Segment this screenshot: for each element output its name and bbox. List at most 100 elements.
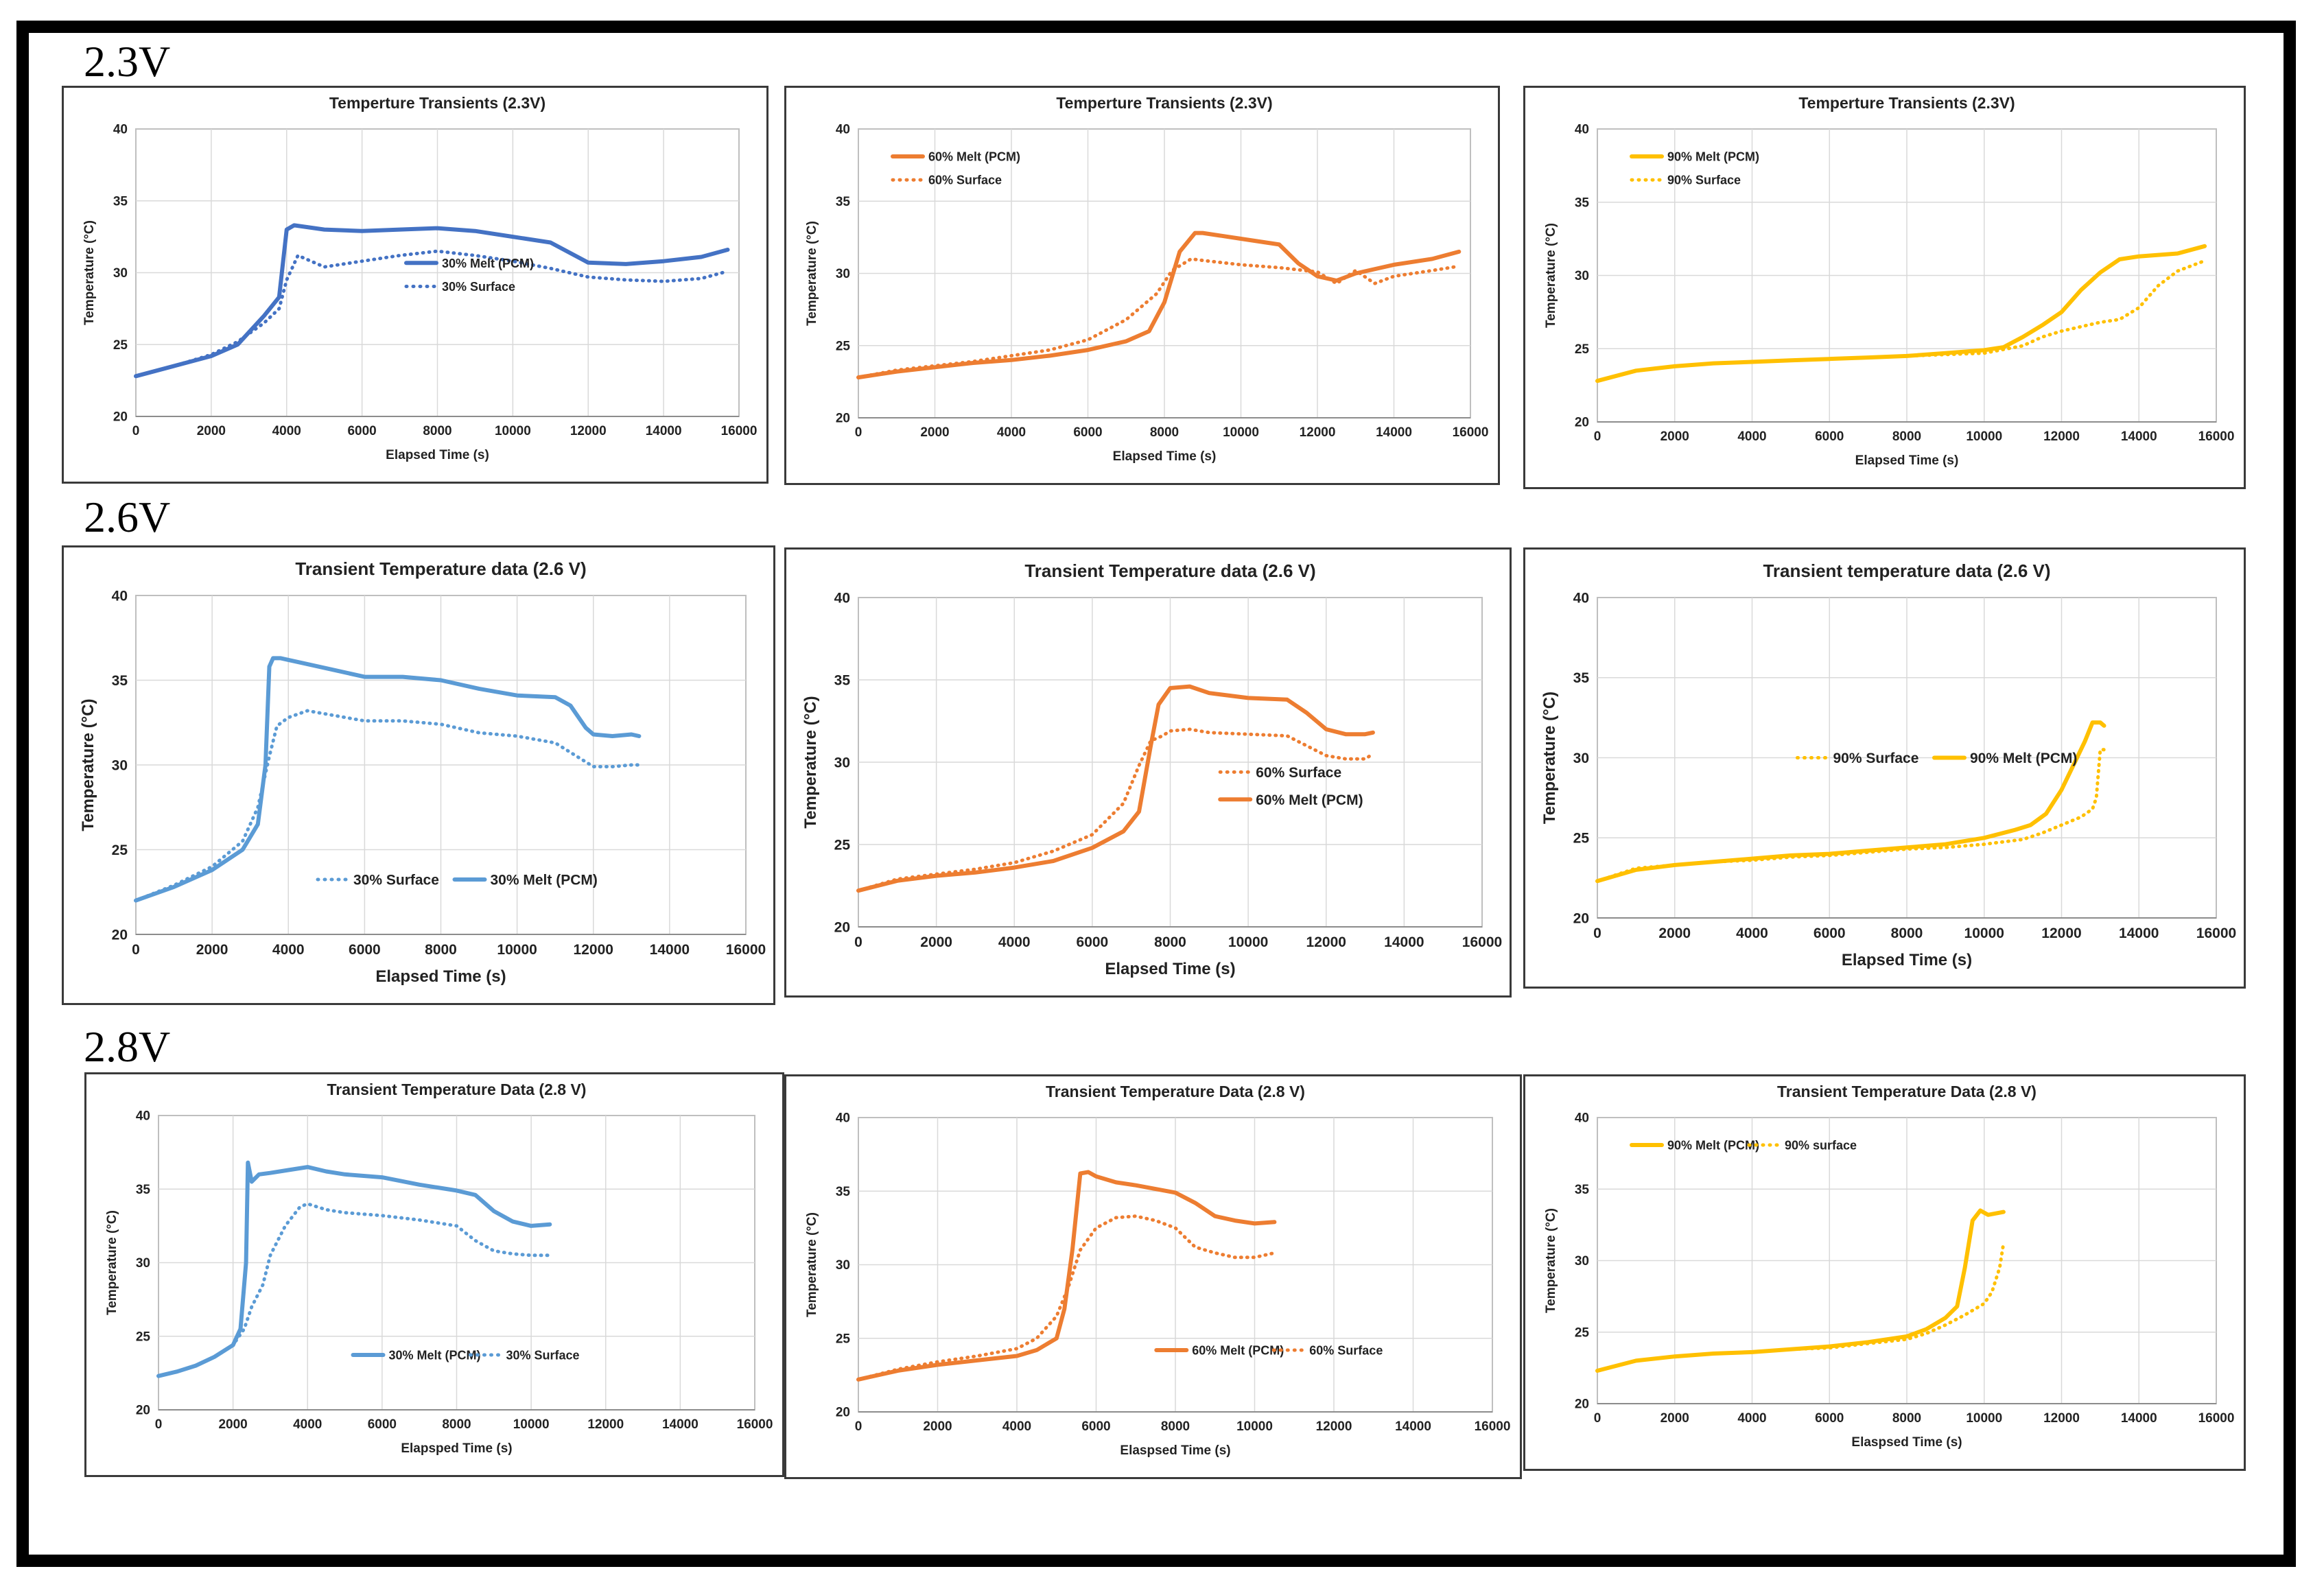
legend-label-60-surface: 60% Surface [1256, 765, 1341, 781]
series-line-30-melt-pcm [134, 223, 730, 379]
x-tick-label: 0 [855, 425, 862, 440]
y-tick-label: 35 [836, 1185, 851, 1199]
chart-2-8v-90: 0 2000 4000 6000 8000 10000 12000 14000 16000 20 2… [1544, 1083, 2235, 1450]
legend-label-90-melt-pcm: 90% Melt (PCM) [1667, 1138, 1759, 1152]
x-axis-label: Elapsped Time (s) [401, 1441, 512, 1456]
x-tick-label: 4000 [293, 1417, 322, 1432]
series-line-90-melt-pcm [1595, 244, 2207, 384]
y-tick-label: 25 [1573, 831, 1590, 847]
y-axis-label: Temperature (°C) [79, 698, 97, 831]
x-axis-label: Elapsed Time (s) [386, 448, 489, 462]
x-tick-label: 4000 [272, 424, 301, 438]
chart-panel-2-8v-60: 0 2000 4000 6000 8000 10000 12000 14000 16000 20 2… [784, 1074, 1522, 1479]
x-tick-label: 6000 [1073, 425, 1102, 440]
y-tick-label: 40 [836, 123, 850, 137]
x-tick-label: 2000 [923, 1419, 952, 1434]
x-axis-label: Elapsed Time (s) [1842, 951, 1972, 969]
series-line-90-melt-pcm [1595, 720, 2106, 884]
x-tick-label: 0 [1593, 925, 1601, 941]
x-tick-label: 4000 [272, 942, 305, 958]
x-tick-label: 14000 [1395, 1419, 1431, 1434]
x-tick-label: 10000 [1236, 1419, 1273, 1434]
x-tick-label: 6000 [368, 1417, 397, 1432]
x-tick-label: 14000 [2121, 1411, 2157, 1426]
legend-label-60-surface: 60% Surface [928, 174, 1002, 187]
y-tick-label: 25 [834, 837, 851, 853]
x-tick-label: 16000 [2196, 925, 2236, 941]
x-tick-label: 6000 [1814, 925, 1846, 941]
x-tick-label: 10000 [513, 1417, 550, 1432]
x-tick-label: 16000 [737, 1417, 773, 1432]
series-line-60-melt-pcm [856, 1170, 1277, 1382]
y-tick-label: 40 [112, 588, 128, 604]
x-tick-label: 16000 [2198, 429, 2235, 444]
series-line-30-surface [134, 709, 641, 903]
x-tick-label: 12000 [2043, 1411, 2080, 1426]
x-tick-label: 0 [1594, 429, 1601, 444]
x-tick-label: 8000 [425, 942, 457, 958]
chart-panel-2-6v-30: 0 2000 4000 6000 8000 10000 12000 14000 16000 20 2… [62, 545, 775, 1005]
x-tick-label: 16000 [1462, 934, 1502, 950]
x-tick-label: 10000 [1223, 425, 1259, 440]
y-tick-label: 20 [1575, 416, 1589, 430]
y-tick-label: 25 [113, 338, 128, 353]
y-tick-label: 20 [836, 412, 850, 426]
chart-title: Transient temperature data (2.6 V) [1763, 560, 2050, 581]
section-label-2-3v: 2.3V [84, 37, 171, 86]
chart-2-6v-60: 0 2000 4000 6000 8000 10000 12000 14000 16000 20 2… [801, 560, 1502, 978]
chart-2-8v-60: 0 2000 4000 6000 8000 10000 12000 14000 16000 20 2… [805, 1083, 1511, 1458]
series-line-60-surface [856, 1214, 1276, 1382]
x-tick-label: 12000 [574, 942, 613, 958]
y-tick-label: 20 [112, 927, 128, 943]
y-tick-label: 30 [1575, 269, 1589, 283]
y-axis-label: Temperature (°C) [805, 1212, 819, 1317]
x-tick-label: 14000 [1376, 425, 1412, 440]
chart-2-8v-30: 0 2000 4000 6000 8000 10000 12000 14000 16000 20 2… [105, 1081, 773, 1456]
series-line-30-melt-pcm [156, 1160, 552, 1378]
x-axis-label: Elapsed Time (s) [1105, 960, 1235, 978]
y-tick-label: 20 [1573, 910, 1589, 926]
x-tick-label: 6000 [349, 942, 381, 958]
y-tick-label: 25 [136, 1330, 151, 1344]
x-tick-label: 16000 [1453, 425, 1489, 440]
x-tick-label: 2000 [920, 425, 949, 440]
y-tick-label: 30 [136, 1256, 150, 1271]
x-tick-label: 16000 [2198, 1411, 2235, 1426]
y-tick-label: 20 [136, 1404, 150, 1418]
y-tick-label: 20 [836, 1406, 850, 1420]
x-tick-label: 0 [1594, 1411, 1601, 1426]
x-tick-label: 14000 [2121, 429, 2157, 444]
series-line-30-surface [156, 1202, 552, 1378]
x-tick-label: 12000 [2043, 429, 2080, 444]
x-tick-label: 8000 [423, 424, 451, 438]
x-tick-label: 0 [855, 1419, 862, 1434]
x-tick-label: 2000 [1660, 429, 1689, 444]
x-tick-label: 8000 [1154, 934, 1186, 950]
x-tick-label: 4000 [1002, 1419, 1031, 1434]
x-tick-label: 0 [155, 1417, 163, 1432]
chart-panel-2-3v-30: 0 2000 4000 6000 8000 10000 12000 14000 16000 20 2… [62, 86, 768, 484]
x-tick-label: 6000 [1081, 1419, 1110, 1434]
x-tick-label: 8000 [1891, 925, 1923, 941]
legend-label-30-melt-pcm: 30% Melt (PCM) [491, 873, 598, 888]
legend-label-90-surface: 90% Surface [1833, 751, 1919, 766]
x-tick-label: 12000 [1306, 934, 1346, 950]
x-tick-label: 2000 [197, 424, 226, 438]
x-tick-label: 14000 [2119, 925, 2159, 941]
x-tick-label: 4000 [1736, 925, 1768, 941]
x-tick-label: 12000 [2041, 925, 2081, 941]
y-tick-label: 20 [1575, 1397, 1589, 1412]
x-tick-label: 16000 [1475, 1419, 1511, 1434]
chart-2-6v-30: 0 2000 4000 6000 8000 10000 12000 14000 16000 20 2… [79, 558, 766, 986]
chart-panel-2-6v-90: 0 2000 4000 6000 8000 10000 12000 14000 16000 20 2… [1523, 547, 2246, 989]
y-tick-label: 20 [834, 919, 850, 935]
series-line-90-surface [1595, 748, 2106, 883]
x-tick-label: 10000 [1964, 925, 2004, 941]
chart-title: Transient Temperature data (2.6 V) [295, 558, 586, 579]
x-tick-label: 4000 [997, 425, 1026, 440]
x-tick-label: 12000 [570, 424, 607, 438]
y-tick-label: 35 [1575, 196, 1590, 210]
x-tick-label: 2000 [920, 934, 952, 950]
x-tick-label: 4000 [998, 934, 1031, 950]
y-axis-label: Temperature (°C) [1544, 1208, 1558, 1313]
